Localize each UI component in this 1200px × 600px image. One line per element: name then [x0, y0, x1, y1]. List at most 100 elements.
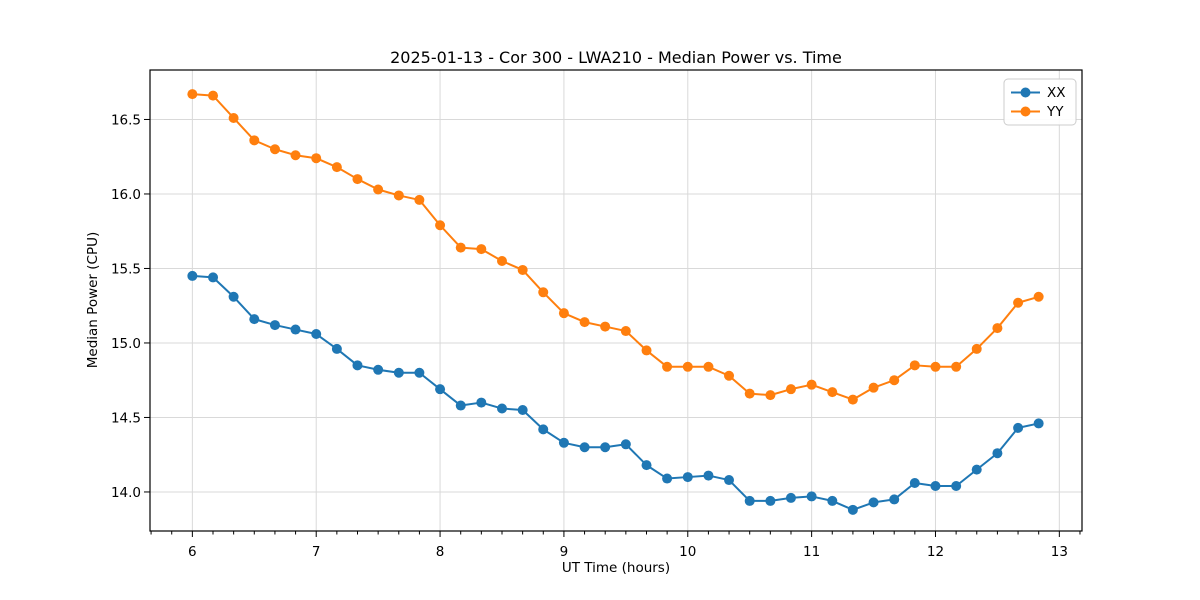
series-xx-marker	[435, 384, 446, 395]
legend: XX YY	[1003, 78, 1077, 126]
series-xx-marker	[641, 460, 652, 471]
series-xx-marker	[682, 472, 693, 483]
chart-title: 2025-01-13 - Cor 300 - LWA210 - Median P…	[390, 48, 842, 67]
series-yy-marker	[1013, 297, 1024, 308]
x-axis-label: UT Time (hours)	[562, 560, 670, 576]
gridlines	[150, 70, 1082, 531]
series-yy-marker	[682, 361, 693, 372]
series-yy-marker	[373, 184, 384, 195]
y-tick-label: 15.0	[111, 336, 141, 352]
series-xx-marker	[827, 495, 838, 506]
x-tick-label: 11	[803, 544, 820, 560]
series-xx-marker	[930, 481, 941, 492]
y-tick-label: 16.0	[111, 187, 141, 203]
y-tick-label: 15.5	[111, 261, 141, 277]
series-yy-marker	[249, 135, 260, 146]
chart-generated-content: 6 7 8 9 10 11 12 13 14.0 14.5 15.0 15.5 16.0 16.5 XX YY	[111, 69, 1083, 560]
series-yy-marker	[765, 390, 776, 401]
series-yy-marker	[889, 375, 900, 386]
series-xx-marker	[517, 405, 528, 416]
series-xx-marker	[992, 448, 1003, 459]
series-xx-marker	[909, 478, 920, 489]
x-tick-label: 12	[927, 544, 944, 560]
series-yy-marker	[414, 194, 425, 205]
series-yy	[187, 89, 1044, 405]
legend-label: XX	[1047, 85, 1066, 101]
series-xx-marker	[620, 439, 631, 450]
series-yy-line	[192, 93, 1039, 401]
series-yy-marker	[579, 317, 590, 328]
series-xx-marker	[1013, 422, 1024, 433]
series-xx-marker	[600, 442, 611, 453]
series-yy-marker	[662, 361, 673, 372]
series-yy-marker	[600, 321, 611, 332]
series-xx-marker	[455, 400, 466, 411]
legend-marker-sample	[1020, 106, 1031, 117]
series-xx-marker	[249, 314, 260, 325]
series-xx-marker	[724, 475, 735, 486]
series-yy-marker	[228, 112, 239, 123]
series-yy-marker	[971, 343, 982, 354]
series-yy-marker	[992, 323, 1003, 334]
series-yy-marker	[909, 360, 920, 371]
series-yy-marker	[435, 220, 446, 231]
series-xx-marker	[662, 473, 673, 484]
y-axis-label: Median Power (CPU)	[85, 232, 101, 368]
series-yy-marker	[868, 382, 879, 393]
series-yy-marker	[558, 308, 569, 319]
series-yy-marker	[951, 361, 962, 372]
series-xx-marker	[496, 403, 507, 414]
series-xx-marker	[311, 329, 322, 340]
series-yy-marker	[187, 89, 198, 100]
legend-label: YY	[1046, 104, 1064, 120]
series-yy-marker	[311, 153, 322, 164]
x-tick-label: 8	[436, 544, 445, 560]
series-yy-marker	[208, 90, 219, 101]
series-xx-marker	[393, 367, 404, 378]
series-xx-marker	[971, 464, 982, 475]
y-ticks: 14.0 14.5 15.0 15.5 16.0 16.5	[111, 112, 150, 501]
series-yy-marker	[455, 242, 466, 253]
y-tick-label: 14.0	[111, 485, 141, 501]
series-xx-marker	[951, 481, 962, 492]
series-xx-marker	[269, 320, 280, 331]
series-xx-marker	[414, 367, 425, 378]
series-xx-marker	[352, 360, 363, 371]
series-yy-marker	[496, 256, 507, 267]
series-yy-marker	[785, 384, 796, 395]
series-xx-marker	[703, 470, 714, 481]
legend-entry-xx: XX	[1011, 85, 1066, 101]
x-tick-label: 9	[560, 544, 569, 560]
series-yy-marker	[393, 190, 404, 201]
series-xx-marker	[331, 343, 342, 354]
x-tick-label: 6	[188, 544, 197, 560]
series-xx-marker	[785, 492, 796, 503]
series-yy-marker	[1033, 291, 1044, 302]
series-yy-marker	[331, 162, 342, 173]
y-tick-label: 14.5	[111, 410, 141, 426]
series-xx-marker	[228, 291, 239, 302]
series-xx-marker	[1033, 418, 1044, 429]
series-yy-marker	[641, 345, 652, 356]
x-minor-ticks	[150, 531, 1081, 535]
series-xx-marker	[208, 272, 219, 283]
series-xx-marker	[765, 495, 776, 506]
series-xx-marker	[847, 504, 858, 515]
series-yy-marker	[290, 150, 301, 161]
legend-entry-yy: YY	[1011, 104, 1064, 120]
y-tick-label: 16.5	[111, 112, 141, 128]
series-yy-marker	[538, 287, 549, 298]
series-yy-marker	[517, 264, 528, 275]
series-xx-marker	[538, 424, 549, 435]
series-yy-marker	[930, 361, 941, 372]
series-yy-marker	[476, 244, 487, 255]
series-xx	[187, 270, 1044, 515]
x-tick-label: 13	[1051, 544, 1068, 560]
series-xx-marker	[187, 270, 198, 281]
series-xx-marker	[558, 437, 569, 448]
x-tick-label: 7	[312, 544, 321, 560]
series-xx-marker	[579, 442, 590, 453]
series-yy-marker	[703, 361, 714, 372]
series-xx-marker	[889, 494, 900, 505]
series-xx-marker	[806, 491, 817, 502]
